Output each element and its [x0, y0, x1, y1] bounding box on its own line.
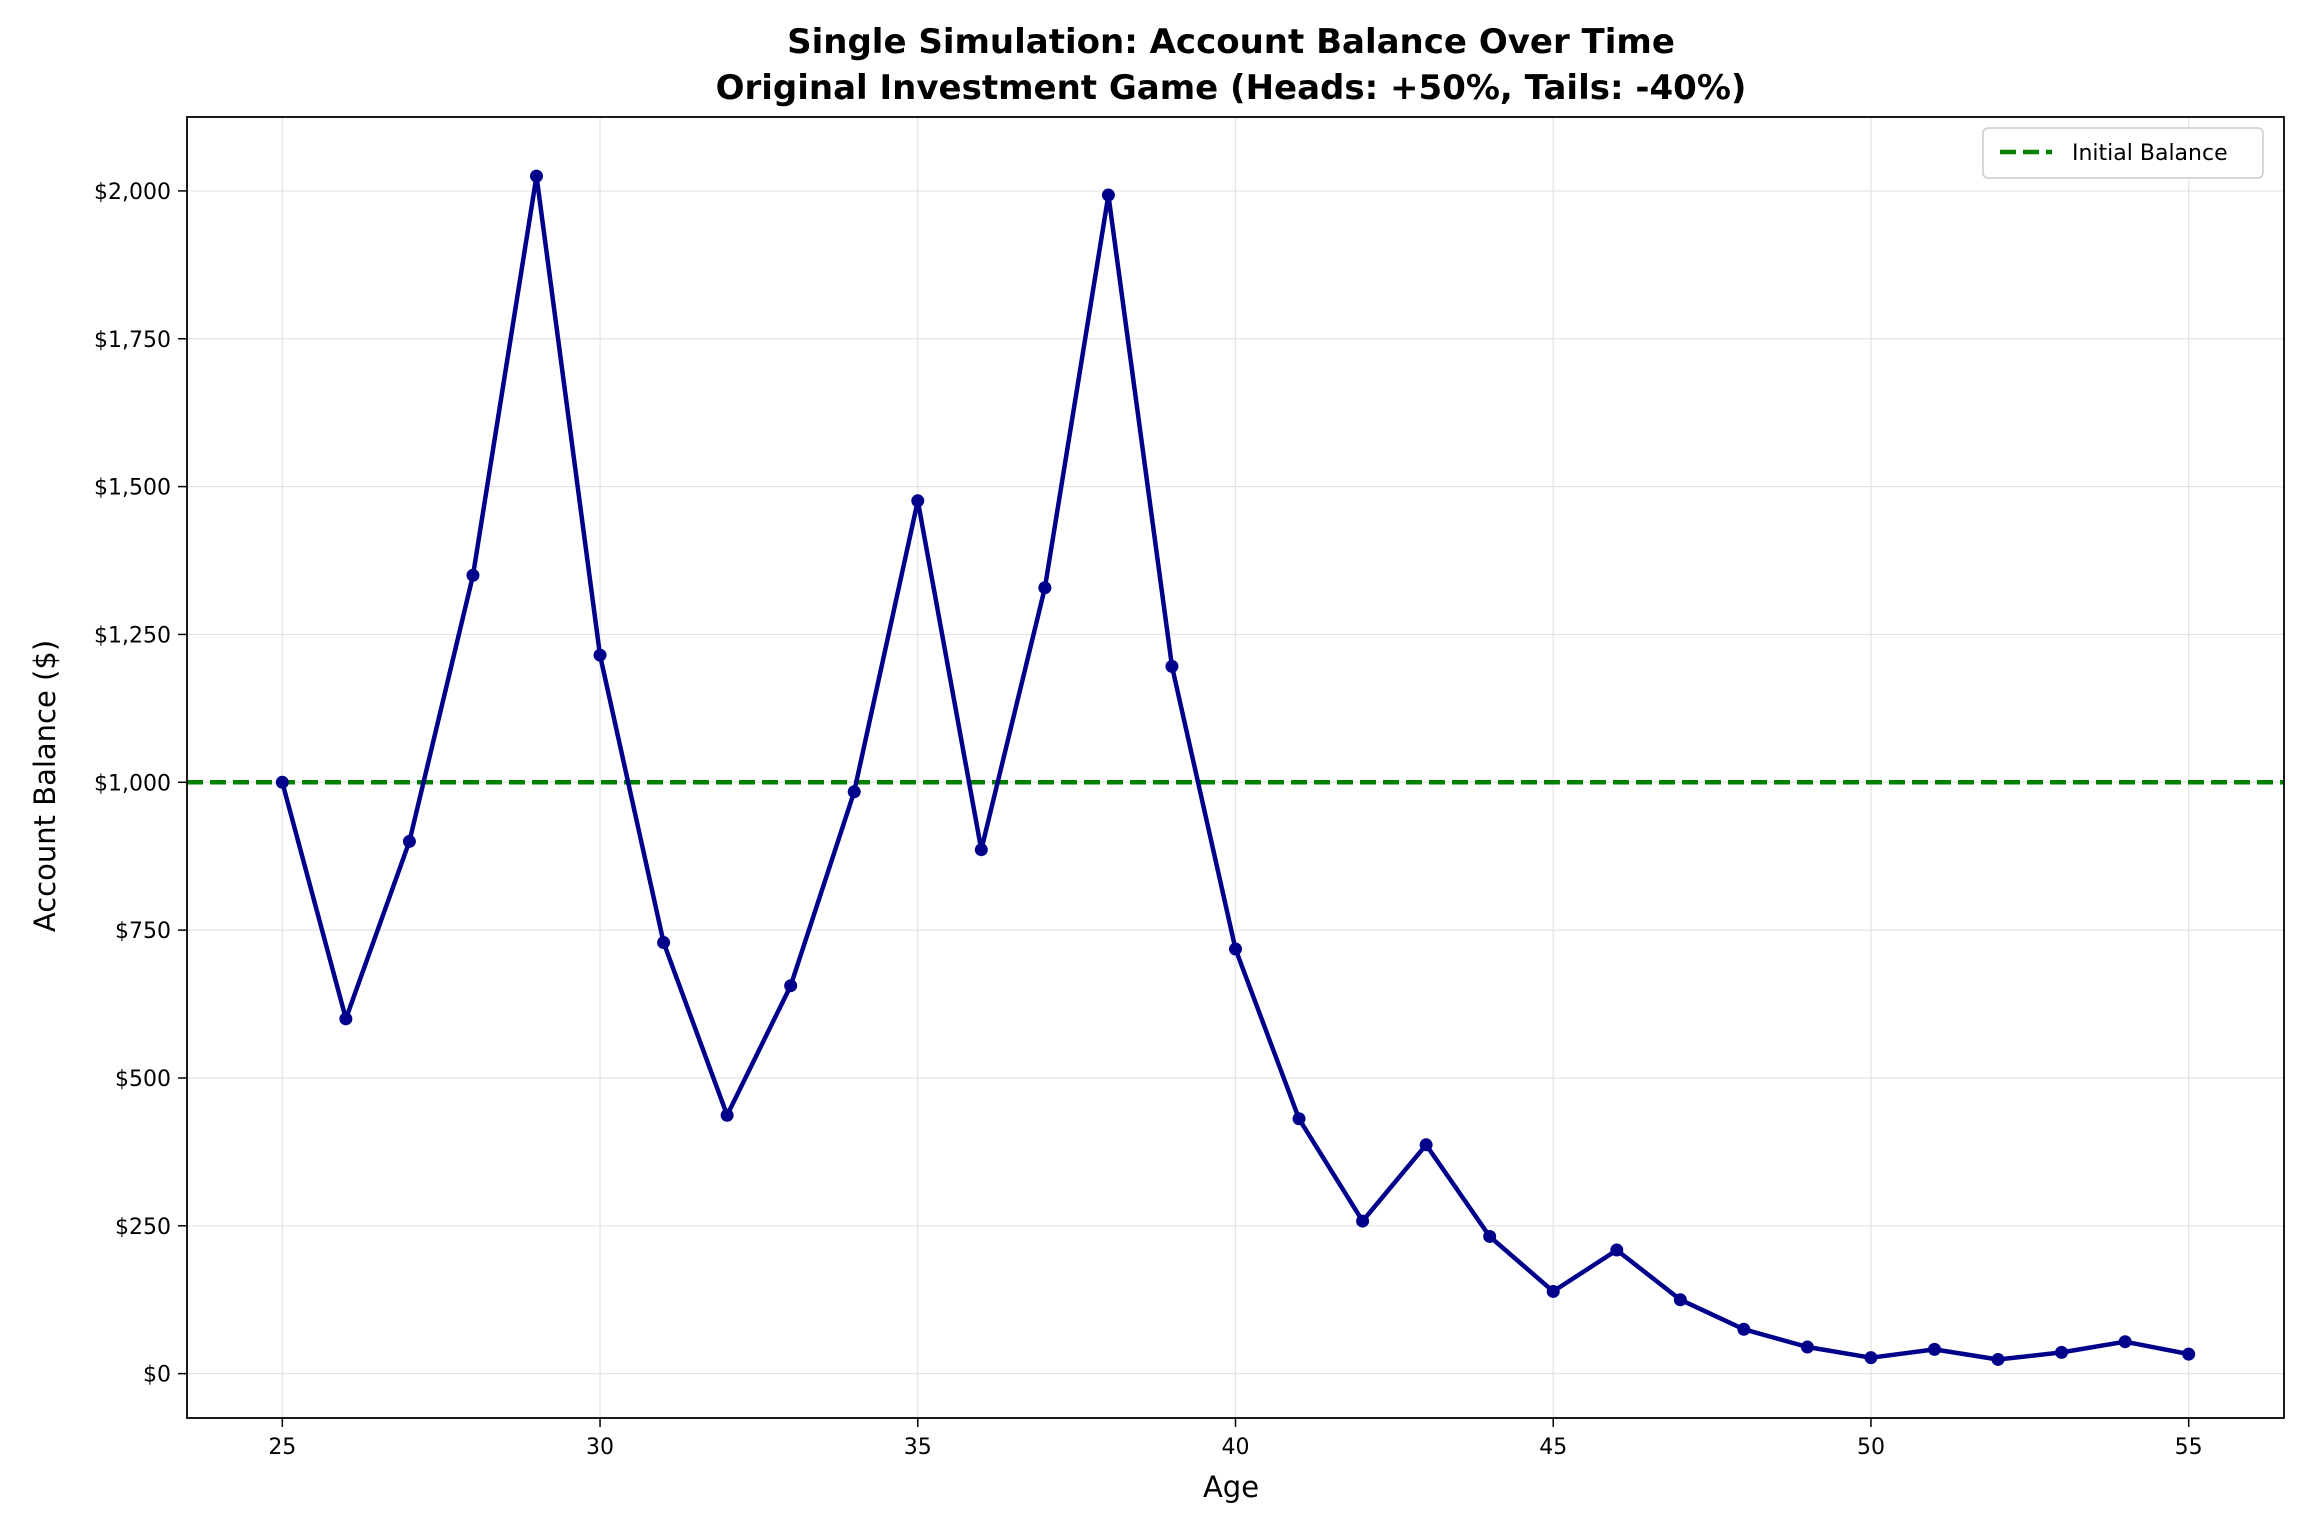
- y-tick-label: $250: [115, 1215, 171, 1240]
- data-point: [1737, 1322, 1751, 1336]
- data-point: [1991, 1352, 2005, 1366]
- legend-frame: [1982, 127, 2264, 179]
- data-point: [1546, 1284, 1560, 1298]
- data-point: [2055, 1345, 2069, 1359]
- y-tick-label: $750: [115, 919, 171, 944]
- data-point: [974, 843, 988, 857]
- y-tick-label: $1,000: [94, 771, 171, 796]
- data-point: [1229, 942, 1242, 956]
- data-point: [402, 834, 416, 848]
- data-point: [2118, 1335, 2132, 1349]
- data-point: [1292, 1112, 1306, 1126]
- x-tick-label: 40: [1222, 1435, 1250, 1460]
- data-point: [911, 494, 925, 508]
- y-tick-label: $1,250: [94, 623, 171, 648]
- data-point: [1800, 1340, 1814, 1354]
- legend-label: Initial Balance: [2072, 141, 2228, 166]
- y-tick-label: $500: [115, 1067, 171, 1092]
- data-point: [1101, 188, 1115, 202]
- y-ticks: $0 $250 $500 $750 $1,000 $1,250 $1,500 $1,750 $2…: [94, 180, 187, 1388]
- data-point: [847, 785, 861, 799]
- x-tick-label: 30: [586, 1435, 614, 1460]
- data-point: [1610, 1243, 1624, 1257]
- data-point: [1483, 1229, 1497, 1243]
- y-tick-label: $0: [143, 1363, 171, 1388]
- data-point: [1864, 1351, 1878, 1365]
- y-tick-label: $2,000: [94, 180, 171, 205]
- data-point: [275, 775, 289, 789]
- data-point: [1356, 1214, 1370, 1228]
- data-point: [1165, 659, 1179, 673]
- series: [275, 169, 2196, 1366]
- y-tick-label: $1,500: [94, 476, 171, 501]
- x-tick-label: 50: [1857, 1435, 1885, 1460]
- y-tick-label: $1,750: [94, 328, 171, 353]
- data-point: [466, 568, 480, 582]
- y-axis-label: Account Balance ($): [28, 640, 62, 932]
- data-point: [593, 648, 607, 662]
- data-point: [657, 936, 671, 950]
- data-point: [1673, 1293, 1687, 1307]
- x-tick-label: 25: [268, 1435, 296, 1460]
- x-tick-label: 45: [1539, 1435, 1567, 1460]
- data-point: [720, 1108, 734, 1122]
- data-point: [1038, 581, 1052, 595]
- legend: Initial Balance: [1982, 127, 2264, 179]
- data-point: [530, 169, 543, 183]
- data-point: [1928, 1342, 1941, 1356]
- data-point: [1419, 1138, 1433, 1152]
- chart-subtitle: Original Investment Game (Heads: +50%, T…: [716, 68, 1747, 108]
- x-tick-label: 35: [904, 1435, 932, 1460]
- x-tick-label: 55: [2175, 1435, 2203, 1460]
- data-point: [784, 979, 798, 993]
- x-axis-label: Age: [1203, 1470, 1259, 1504]
- data-point: [2182, 1347, 2196, 1361]
- chart-title: Single Simulation: Account Balance Over …: [787, 22, 1675, 62]
- data-point: [339, 1012, 353, 1026]
- x-ticks: 25 30 35 40 45 50 55: [268, 1418, 2203, 1460]
